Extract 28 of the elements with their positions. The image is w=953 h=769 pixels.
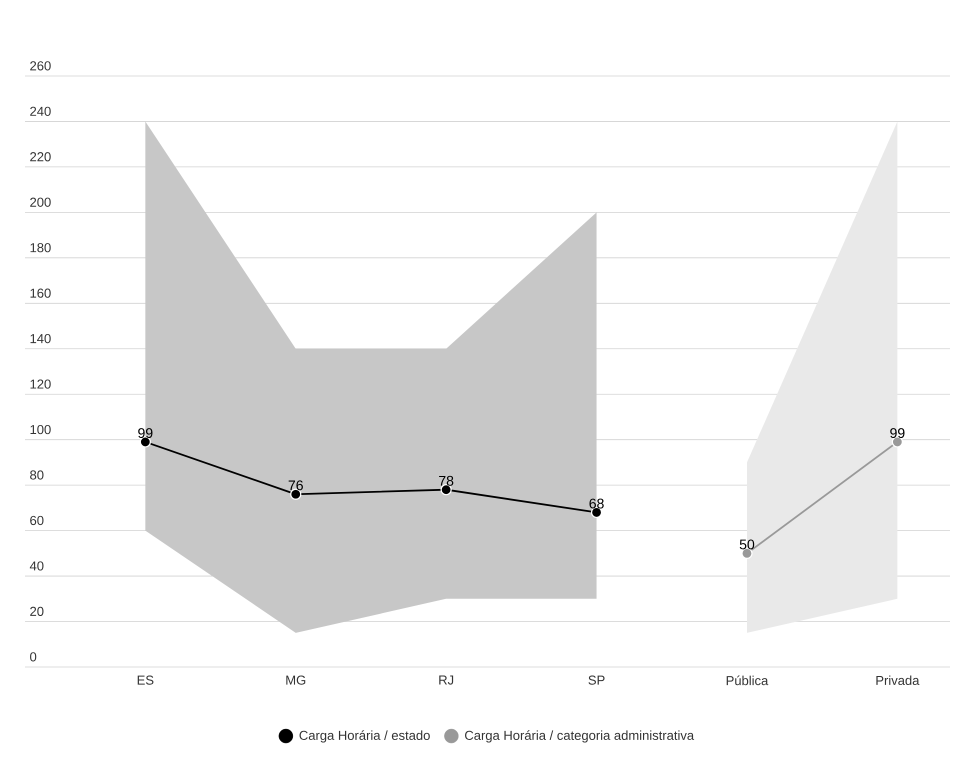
data-label: 50 [740, 539, 754, 550]
legend-label: Carga Horária / categoria administrativa [465, 730, 694, 743]
data-label: 99 [890, 428, 904, 438]
y-tick-label: 80 [30, 470, 44, 480]
data-label: 78 [439, 476, 454, 486]
x-tick-label: Pública [726, 676, 768, 686]
x-tick-label: Privada [876, 676, 920, 686]
x-tick-label: ES [138, 676, 154, 685]
y-tick-label: 240 [30, 106, 51, 116]
x-tick-label: RJ [439, 676, 454, 685]
data-label: 76 [288, 480, 303, 490]
y-tick-label: 60 [30, 516, 44, 526]
y-tick-label: 200 [30, 198, 51, 207]
y-tick-label: 0 [30, 652, 36, 662]
y-tick-label: 120 [30, 379, 51, 389]
y-tick-label: 100 [30, 424, 51, 434]
legend-label: Carga Horária / estado [300, 730, 430, 743]
y-tick-label: 260 [30, 61, 51, 70]
y-tick-label: 140 [30, 334, 51, 344]
data-label: 68 [589, 498, 604, 508]
y-tick-label: 160 [30, 288, 51, 298]
y-tick-label: 180 [30, 243, 51, 252]
y-tick-label: 220 [30, 152, 51, 162]
x-tick-label: SP [588, 676, 605, 685]
y-tick-label: 40 [30, 561, 44, 571]
x-tick-label: MG [286, 676, 306, 685]
y-tick-label: 20 [30, 606, 44, 616]
data-label: 99 [138, 428, 152, 438]
